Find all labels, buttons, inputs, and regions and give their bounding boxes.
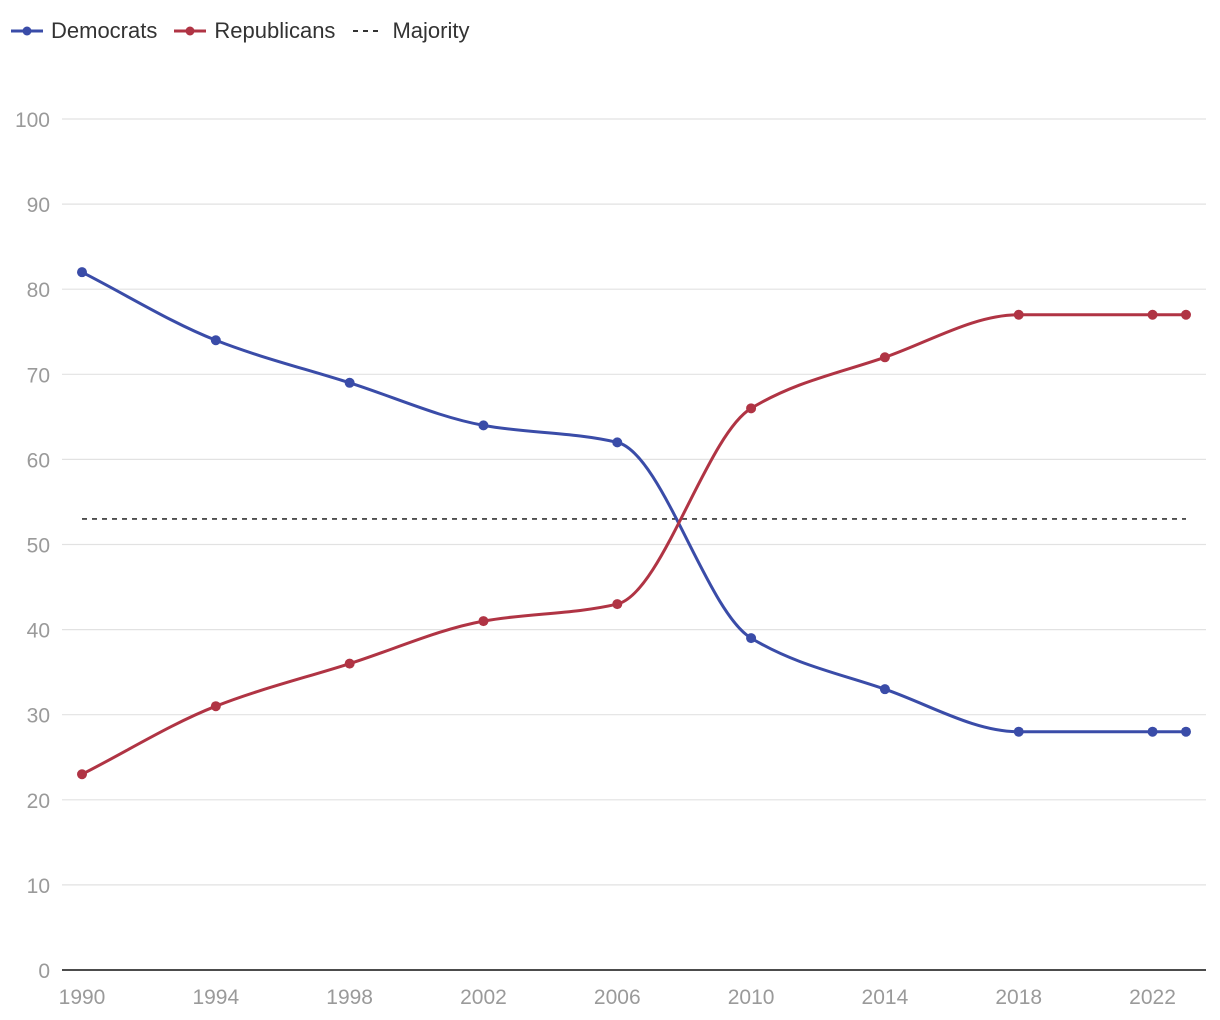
y-tick-label-20: 20 [27, 790, 50, 813]
x-tick-label-1990: 1990 [59, 986, 106, 1009]
data-point-democrats-2010[interactable] [746, 633, 757, 644]
legend-swatch-democrats [11, 26, 43, 36]
x-tick-label-2006: 2006 [594, 986, 641, 1009]
data-point-democrats-2006[interactable] [612, 437, 623, 448]
y-tick-label-80: 80 [27, 279, 50, 302]
y-tick-label-10: 10 [27, 875, 50, 898]
legend-item-democrats[interactable]: Democrats [10, 18, 157, 44]
y-tick-label-50: 50 [27, 535, 50, 558]
x-tick-label-2010: 2010 [728, 986, 775, 1009]
y-tick-label-60: 60 [27, 449, 50, 472]
data-point-democrats-1998[interactable] [344, 377, 355, 388]
y-tick-label-0: 0 [38, 960, 50, 983]
legend-label-republicans: Republicans [214, 18, 336, 43]
data-point-democrats-2002[interactable] [478, 420, 489, 431]
gridlines [62, 118, 1206, 886]
y-tick-label-70: 70 [27, 364, 50, 387]
legend-swatch-majority [353, 30, 384, 32]
data-point-democrats-1990[interactable] [77, 267, 87, 278]
x-tick-label-2022: 2022 [1129, 986, 1176, 1009]
y-tick-label-30: 30 [27, 705, 50, 728]
chart-legend: Democrats Republicans Majority [10, 16, 469, 46]
data-point-republicans-1994[interactable] [210, 701, 221, 712]
series-line-republicans [80, 313, 1188, 776]
x-tick-label-1998: 1998 [326, 986, 373, 1009]
data-point-republicans-2002[interactable] [478, 616, 489, 627]
data-point-republicans-2010[interactable] [746, 403, 757, 414]
data-points [77, 267, 1191, 780]
series-lines [80, 270, 1188, 776]
data-point-democrats-2023[interactable] [1181, 726, 1191, 737]
y-tick-label-100: 100 [15, 109, 50, 132]
x-tick-label-2014: 2014 [862, 986, 909, 1009]
legend-label-democrats: Democrats [51, 18, 158, 43]
x-tick-label-2018: 2018 [995, 986, 1042, 1009]
data-point-republicans-2023[interactable] [1181, 309, 1191, 320]
legend-item-majority[interactable]: Majority [351, 18, 469, 44]
series-line-democrats [80, 270, 1188, 734]
data-point-republicans-2006[interactable] [612, 599, 623, 610]
y-tick-label-90: 90 [27, 194, 50, 217]
y-tick-label-40: 40 [27, 620, 50, 643]
data-point-republicans-1998[interactable] [344, 658, 355, 669]
data-point-democrats-1994[interactable] [210, 335, 221, 346]
axes: 0 10 20 30 40 50 60 70 80 90 100 1990 1994 1998 2002 20… [15, 109, 1206, 1009]
data-point-democrats-2022[interactable] [1147, 726, 1158, 737]
data-point-republicans-2014[interactable] [879, 352, 890, 363]
data-point-republicans-2022[interactable] [1147, 309, 1158, 320]
data-point-democrats-2018[interactable] [1013, 726, 1024, 737]
legend-item-republicans[interactable]: Republicans [173, 18, 335, 44]
data-point-republicans-2018[interactable] [1013, 309, 1024, 320]
legend-label-majority: Majority [392, 18, 470, 43]
data-point-republicans-1990[interactable] [77, 769, 87, 780]
data-point-democrats-2014[interactable] [879, 684, 890, 695]
legend-swatch-republicans [174, 26, 207, 36]
x-tick-label-1994: 1994 [192, 986, 239, 1009]
x-tick-label-2002: 2002 [460, 986, 507, 1009]
